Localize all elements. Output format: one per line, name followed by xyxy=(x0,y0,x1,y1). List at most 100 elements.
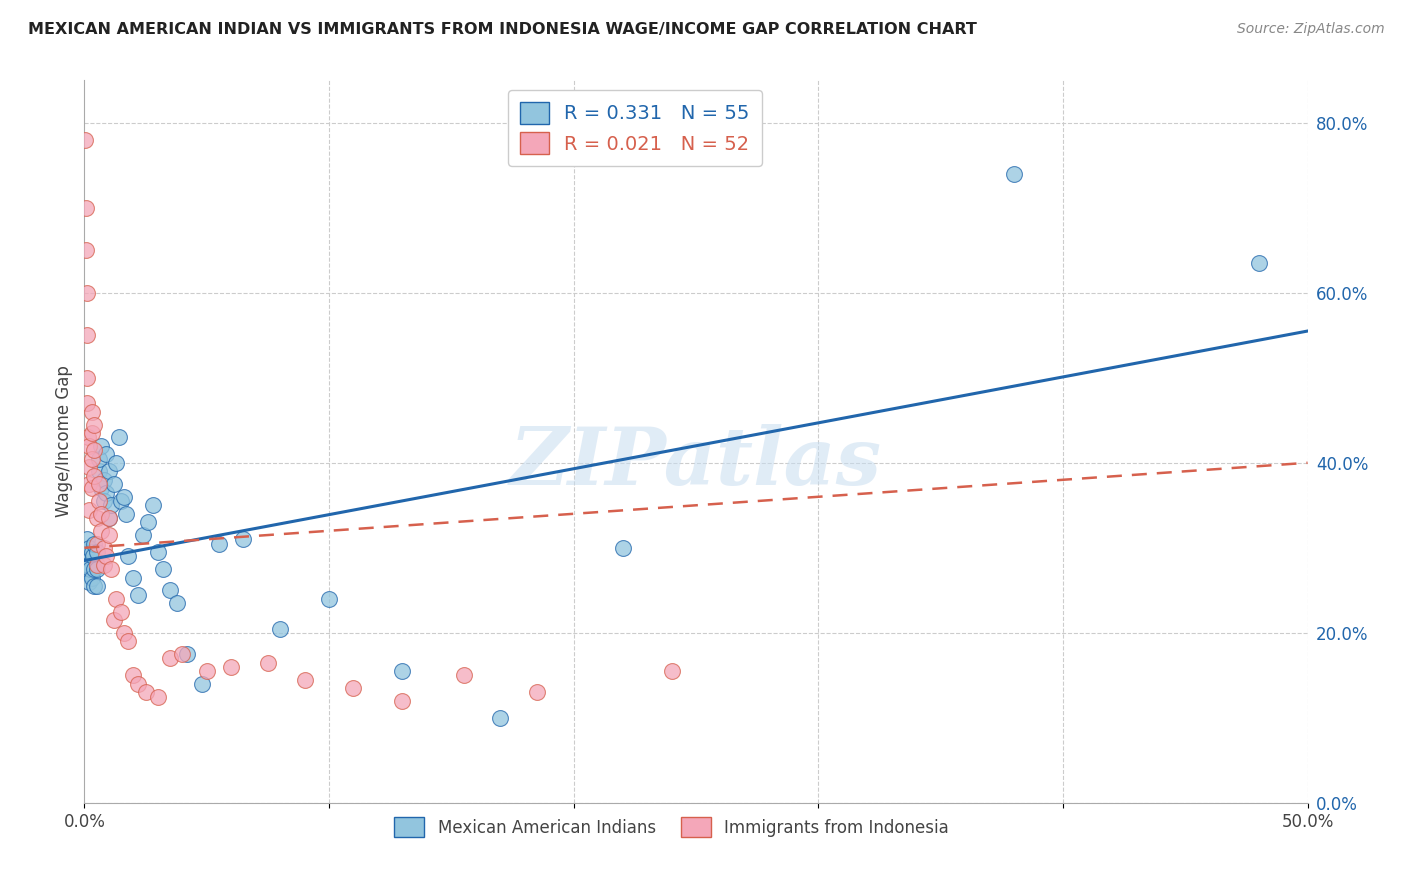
Point xyxy=(76,371,98,385)
Point xyxy=(176,647,198,661)
Point xyxy=(76,396,98,410)
Point xyxy=(105,591,128,606)
Point xyxy=(86,545,108,559)
Point xyxy=(77,502,100,516)
Point xyxy=(257,656,280,670)
Point xyxy=(90,507,112,521)
Point xyxy=(166,596,188,610)
Point xyxy=(80,481,103,495)
Point xyxy=(86,558,108,572)
Point xyxy=(97,528,120,542)
Point xyxy=(93,541,115,555)
Point xyxy=(93,494,115,508)
Point xyxy=(87,477,110,491)
Point xyxy=(96,485,118,500)
Point xyxy=(93,558,115,572)
Point xyxy=(80,405,103,419)
Point xyxy=(77,574,100,589)
Point xyxy=(83,468,105,483)
Point xyxy=(77,558,100,572)
Point xyxy=(318,591,340,606)
Point xyxy=(77,541,100,555)
Point xyxy=(127,588,149,602)
Point xyxy=(112,625,135,640)
Point xyxy=(159,583,181,598)
Point xyxy=(146,545,169,559)
Point xyxy=(80,570,103,584)
Point xyxy=(1247,256,1270,270)
Point xyxy=(135,685,157,699)
Point xyxy=(75,553,97,567)
Point xyxy=(83,562,105,576)
Point xyxy=(612,541,634,555)
Point xyxy=(90,481,112,495)
Point xyxy=(152,562,174,576)
Point xyxy=(83,417,105,432)
Point xyxy=(146,690,169,704)
Point xyxy=(75,244,97,258)
Point xyxy=(294,673,316,687)
Point xyxy=(136,516,159,530)
Text: MEXICAN AMERICAN INDIAN VS IMMIGRANTS FROM INDONESIA WAGE/INCOME GAP CORRELATION: MEXICAN AMERICAN INDIAN VS IMMIGRANTS FR… xyxy=(28,22,977,37)
Point xyxy=(86,562,108,576)
Point xyxy=(110,605,132,619)
Point xyxy=(105,456,128,470)
Point xyxy=(97,464,120,478)
Point xyxy=(77,460,100,475)
Point xyxy=(75,133,97,147)
Point xyxy=(87,494,110,508)
Text: ZIPatlas: ZIPatlas xyxy=(510,425,882,502)
Point xyxy=(391,664,413,678)
Legend: Mexican American Indians, Immigrants from Indonesia: Mexican American Indians, Immigrants fro… xyxy=(385,809,957,845)
Point xyxy=(117,634,139,648)
Point xyxy=(77,430,100,444)
Point xyxy=(76,566,98,581)
Point xyxy=(1002,167,1025,181)
Point xyxy=(75,201,97,215)
Point xyxy=(117,549,139,564)
Point xyxy=(97,511,120,525)
Point xyxy=(112,490,135,504)
Point xyxy=(93,473,115,487)
Point xyxy=(100,562,122,576)
Point xyxy=(75,545,97,559)
Point xyxy=(80,451,103,466)
Point xyxy=(103,613,125,627)
Point xyxy=(90,524,112,538)
Point xyxy=(208,536,231,550)
Point xyxy=(82,549,104,564)
Point xyxy=(83,579,105,593)
Point xyxy=(122,668,145,682)
Point xyxy=(219,660,242,674)
Point xyxy=(172,647,194,661)
Point xyxy=(87,464,110,478)
Point xyxy=(103,477,125,491)
Point xyxy=(142,498,165,512)
Point xyxy=(661,664,683,678)
Text: Source: ZipAtlas.com: Source: ZipAtlas.com xyxy=(1237,22,1385,37)
Point xyxy=(86,511,108,525)
Point xyxy=(76,328,98,343)
Point xyxy=(86,579,108,593)
Point xyxy=(80,545,103,559)
Point xyxy=(79,562,101,576)
Point xyxy=(76,285,98,300)
Point xyxy=(96,549,118,564)
Point xyxy=(110,494,132,508)
Point xyxy=(122,570,145,584)
Point xyxy=(132,528,155,542)
Point xyxy=(83,536,105,550)
Point xyxy=(77,439,100,453)
Point xyxy=(76,533,98,547)
Point xyxy=(127,677,149,691)
Point xyxy=(87,451,110,466)
Point xyxy=(159,651,181,665)
Point xyxy=(80,425,103,440)
Point xyxy=(391,694,413,708)
Point xyxy=(97,511,120,525)
Point xyxy=(83,443,105,458)
Point xyxy=(453,668,475,682)
Point xyxy=(342,681,364,695)
Point xyxy=(107,430,129,444)
Point xyxy=(77,477,100,491)
